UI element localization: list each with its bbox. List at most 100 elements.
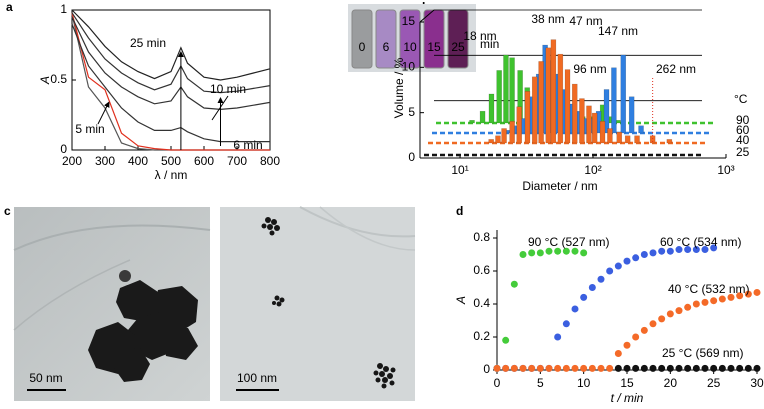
annotation: 38 nm <box>531 12 564 26</box>
legend-label: 25 <box>736 145 750 159</box>
annotation: 96 nm <box>573 62 606 76</box>
data-point <box>684 246 692 254</box>
data-point <box>692 246 700 254</box>
bar <box>620 54 627 134</box>
data-point <box>554 333 562 341</box>
bar <box>607 128 613 144</box>
data-point <box>692 300 700 308</box>
annotation: 10 min <box>210 82 246 96</box>
spectrum-line <box>71 23 270 143</box>
data-point <box>536 364 544 372</box>
data-point <box>701 246 709 254</box>
vial <box>375 9 397 69</box>
data-point <box>727 293 735 301</box>
legend-label: 90 <box>736 113 750 127</box>
bar <box>599 120 606 144</box>
inset-unit: min <box>480 37 499 51</box>
bar <box>666 139 673 144</box>
bar <box>531 76 538 144</box>
bar <box>516 106 522 144</box>
y-axis-label: Volume / % <box>392 57 406 118</box>
bar <box>638 125 644 134</box>
data-point <box>554 364 562 372</box>
panel-label: c <box>4 204 11 218</box>
data-point <box>692 364 700 372</box>
data-point <box>562 364 570 372</box>
data-point <box>640 364 648 372</box>
data-point <box>588 284 596 291</box>
bar <box>586 105 592 144</box>
series-label: 60 °C (534 nm) <box>660 235 742 249</box>
vial-label: 10 <box>403 40 417 54</box>
data-point <box>675 246 683 254</box>
bar <box>488 139 494 144</box>
bar <box>545 47 552 144</box>
data-point <box>597 275 605 283</box>
vial-label: 15 <box>427 40 441 54</box>
data-point <box>666 247 674 255</box>
legend-label: 60 <box>736 123 750 137</box>
data-point <box>519 251 527 258</box>
data-point <box>597 364 605 372</box>
x-tick-label: 10 <box>577 376 591 390</box>
vial <box>351 9 373 69</box>
data-point <box>701 364 709 372</box>
data-point <box>623 364 631 372</box>
y-tick-label: 0.6 <box>473 263 490 277</box>
y-tick-label: 0.4 <box>473 296 490 310</box>
data-point <box>571 364 579 372</box>
data-point <box>675 364 683 372</box>
data-point <box>753 364 761 372</box>
vial-label: 6 <box>383 40 390 54</box>
data-point <box>554 247 562 255</box>
y-tick-label: 0 <box>483 362 490 376</box>
data-point <box>718 295 726 303</box>
arrow <box>97 101 110 125</box>
data-point <box>606 364 614 372</box>
x-tick-label: 20 <box>664 376 678 390</box>
y-tick-label: 1 <box>60 2 67 16</box>
bar <box>538 61 544 144</box>
bar <box>524 91 531 144</box>
data-point <box>510 280 518 288</box>
data-point <box>545 247 553 255</box>
data-point <box>658 247 666 255</box>
spectrum-line <box>71 16 271 111</box>
data-point <box>614 262 622 270</box>
data-point <box>606 267 614 275</box>
data-point <box>614 350 622 357</box>
bar <box>550 39 557 144</box>
tem-image-right <box>220 206 416 401</box>
spectrum-line <box>71 12 271 94</box>
data-point <box>649 320 657 328</box>
data-point <box>658 364 666 372</box>
bar <box>616 131 623 144</box>
data-point <box>701 298 709 306</box>
arrow <box>211 95 229 121</box>
panel-label: d <box>456 204 463 218</box>
bar <box>496 70 502 124</box>
data-point <box>571 305 579 313</box>
y-tick-label: 0 <box>408 150 415 164</box>
annotation: 25 min <box>130 36 166 50</box>
annotation: 5 min <box>75 122 104 136</box>
data-point <box>684 303 692 311</box>
axis-line <box>419 9 435 23</box>
data-point <box>623 341 631 349</box>
data-point <box>502 336 510 344</box>
data-point <box>632 254 640 262</box>
bar <box>557 53 564 144</box>
x-tick-label: 5 <box>537 376 544 390</box>
data-point <box>632 364 640 372</box>
data-point <box>666 364 674 372</box>
data-point <box>640 251 648 258</box>
vial-label: 0 <box>359 40 366 54</box>
vial-label: 25 <box>451 40 465 54</box>
bar <box>611 67 617 134</box>
bar <box>479 110 486 124</box>
bar <box>624 135 631 144</box>
panel-label: a <box>6 0 13 14</box>
data-point <box>710 297 718 305</box>
data-point <box>545 364 553 372</box>
x-tick-label: 10² <box>584 163 601 177</box>
